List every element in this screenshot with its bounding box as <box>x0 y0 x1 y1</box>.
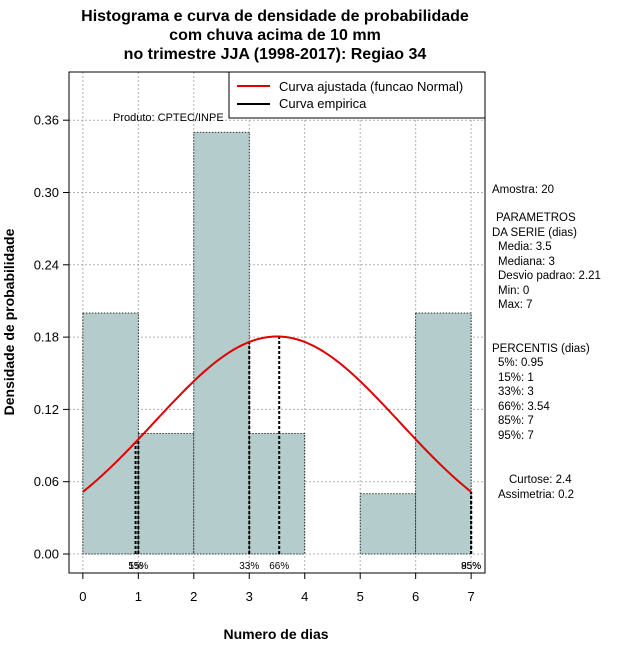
histogram-bars <box>82 131 472 555</box>
percentile-lines <box>134 336 473 554</box>
percentile-label-3: 66% <box>269 561 289 572</box>
percentile-label-1: 15% <box>128 561 148 572</box>
x-tick-label-5: 5 <box>357 589 364 604</box>
stats-percentile-66: 66%: 3.54 <box>498 401 550 413</box>
stats-param-mean: Media: 3.5 <box>498 241 552 253</box>
stats-percentis-title: PERCENTIS (dias) <box>492 343 590 355</box>
x-tick-label-6: 6 <box>412 589 419 604</box>
chart-title-line-2: com chuva acima de 10 mm <box>169 27 381 44</box>
histogram-bar-6 <box>415 312 472 555</box>
stats-param-max: Max: 7 <box>498 299 533 311</box>
stats-percentile-85: 85%: 7 <box>498 415 534 427</box>
stats-kurtosis: Curtose: 2.4 <box>509 474 572 486</box>
histogram-bar-5 <box>359 493 417 555</box>
y-tick-label-0.12: 0.12 <box>34 402 59 417</box>
legend: Curva ajustada (funcao Normal) Curva emp… <box>228 71 486 119</box>
stats-skewness: Assimetria: 0.2 <box>498 489 574 501</box>
percentile-label-4: 85% <box>461 561 481 572</box>
percentile-label-2: 33% <box>239 561 259 572</box>
stats-params-title-2: DA SERIE (dias) <box>492 227 577 239</box>
y-tick-label-0.18: 0.18 <box>34 330 59 345</box>
stats-param-min: Min: 0 <box>498 285 529 297</box>
stats-param-sd: Desvio padrao: 2.21 <box>498 270 601 282</box>
histogram-bar-1 <box>137 433 195 555</box>
x-tick-label-3: 3 <box>246 589 253 604</box>
x-tick-label-0: 0 <box>79 589 86 604</box>
normal-fit-curve <box>82 335 472 493</box>
percentile-labels: 5%15% 33% 66% 85%95% <box>128 561 481 572</box>
histogram-bar-3 <box>248 433 306 555</box>
legend-label-empirical: Curva empirica <box>279 96 367 111</box>
y-axis-title: Densidade de probabilidade <box>1 228 17 415</box>
y-tick-label-0.30: 0.30 <box>34 185 59 200</box>
x-axis: 0 1 2 3 4 5 6 7 <box>79 572 475 604</box>
stats-percentile-95: 95%: 7 <box>498 430 534 442</box>
histogram-bar-0 <box>82 312 139 555</box>
y-tick-label-0.06: 0.06 <box>34 474 59 489</box>
legend-label-fit: Curva ajustada (funcao Normal) <box>279 79 463 94</box>
product-annotation: Produto: CPTEC/INPE <box>113 112 224 124</box>
y-tick-label-0.24: 0.24 <box>34 257 59 272</box>
y-tick-label-0.00: 0.00 <box>34 547 59 562</box>
histogram-bar-2 <box>193 131 250 555</box>
x-tick-label-2: 2 <box>190 589 197 604</box>
stats-params-title-1: PARAMETROS <box>496 212 576 224</box>
x-tick-label-7: 7 <box>468 589 475 604</box>
x-tick-label-1: 1 <box>135 589 142 604</box>
stats-panel: Amostra: 20 PARAMETROS DA SERIE (dias) M… <box>492 184 601 501</box>
stats-param-median: Mediana: 3 <box>498 256 555 268</box>
percentile-label-0: 5% <box>128 561 143 572</box>
stats-percentile-33: 33%: 3 <box>498 386 534 398</box>
legend-box <box>228 71 486 119</box>
y-axis: 0.00 0.06 0.12 0.18 0.24 0.30 0.36 <box>34 113 70 562</box>
stats-sample: Amostra: 20 <box>492 184 554 196</box>
x-axis-title: Numero de dias <box>223 626 328 642</box>
chart-title-line-1: Histograma e curva de densidade de proba… <box>81 8 469 25</box>
stats-percentile-15: 15%: 1 <box>498 372 534 384</box>
y-tick-label-0.36: 0.36 <box>34 113 59 128</box>
percentile-label-5: 95% <box>461 561 481 572</box>
stats-percentile-5: 5%: 0.95 <box>498 357 543 369</box>
x-tick-label-4: 4 <box>301 589 308 604</box>
chart-title-line-3: no trimestre JJA (1998-2017): Regiao 34 <box>124 46 427 63</box>
